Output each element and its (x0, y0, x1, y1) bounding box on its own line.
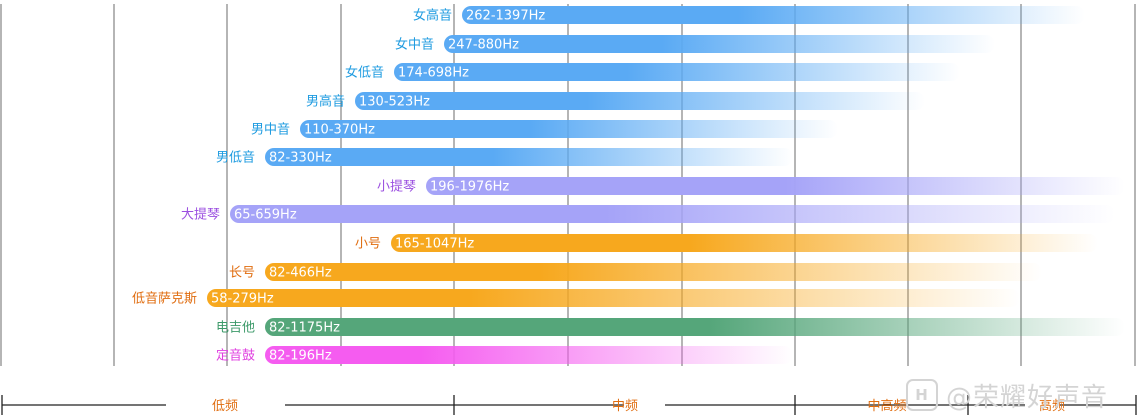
range-label: 262-1397Hz (466, 9, 545, 24)
range-bar (394, 63, 960, 81)
range-label: 58-279Hz (211, 292, 274, 307)
instrument-label: 男低音 (216, 150, 255, 166)
range-label: 247-880Hz (448, 38, 519, 53)
range-bar (265, 346, 793, 364)
band-label: 高频 (1039, 398, 1065, 414)
range-bar (426, 177, 1125, 195)
range-label: 174-698Hz (398, 66, 469, 81)
frequency-band-axis: 低频 中频 中高频 高频 (1, 395, 1137, 415)
instrument-label: 男高音 (306, 94, 345, 110)
instrument-label: 小提琴 (377, 179, 416, 195)
instrument-label: 低音萨克斯 (132, 291, 197, 307)
instrument-label: 女低音 (345, 65, 384, 81)
range-bar (462, 6, 1085, 24)
range-label: 165-1047Hz (395, 237, 474, 252)
instrument-label: 小号 (355, 237, 381, 252)
range-label: 65-659Hz (234, 208, 297, 223)
band-label: 低频 (212, 399, 238, 414)
range-label: 196-1976Hz (430, 180, 509, 195)
range-bar (444, 35, 995, 53)
instrument-label: 女高音 (413, 8, 452, 24)
instrument-label: 长号 (229, 266, 255, 281)
range-bar (265, 148, 793, 166)
instrument-label: 电吉他 (216, 321, 255, 336)
range-label: 82-1175Hz (269, 321, 340, 336)
range-bar (355, 92, 925, 110)
range-bar (230, 205, 1115, 223)
instrument-label: 女中音 (395, 37, 434, 53)
range-bar (300, 120, 838, 138)
range-bar (265, 263, 1042, 281)
instrument-label: 定音鼓 (216, 348, 255, 364)
band-label: 中高频 (867, 398, 906, 414)
range-label: 110-370Hz (304, 123, 375, 138)
range-bar (391, 234, 1098, 252)
instrument-label: 大提琴 (181, 207, 220, 223)
instrument-label: 男中音 (251, 122, 290, 138)
band-label: 中频 (612, 399, 638, 414)
range-bar (265, 318, 1125, 336)
range-bar (207, 289, 1020, 307)
range-label: 130-523Hz (359, 95, 430, 110)
range-label: 82-330Hz (269, 151, 332, 166)
range-label: 82-466Hz (269, 266, 332, 281)
range-label: 82-196Hz (269, 349, 332, 364)
range-bars: 262-1397Hz 女高音 247-880Hz 女中音 174-698Hz 女低音 130… (132, 6, 1125, 364)
